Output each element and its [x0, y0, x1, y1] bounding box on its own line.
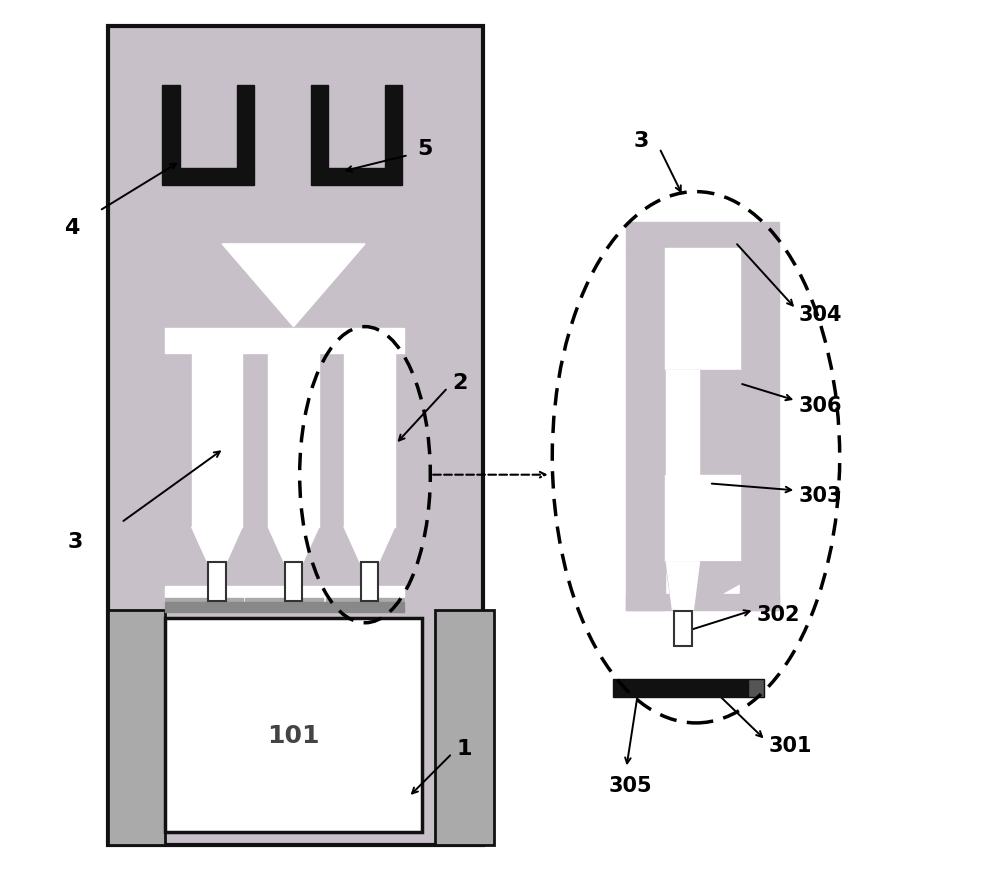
Bar [326, 598, 404, 608]
Bar [666, 370, 699, 475]
Polygon shape [665, 562, 779, 610]
Bar [674, 611, 692, 646]
Bar [162, 85, 180, 167]
Polygon shape [344, 527, 395, 562]
Ellipse shape [557, 196, 835, 719]
Text: 305: 305 [609, 776, 652, 795]
Bar [165, 602, 404, 612]
Bar [165, 328, 404, 353]
Bar [237, 85, 254, 167]
Text: 5: 5 [417, 139, 433, 159]
Bar [268, 353, 319, 527]
Bar [665, 370, 740, 475]
Text: 3: 3 [633, 132, 649, 151]
Bar [311, 85, 328, 167]
Bar [626, 222, 779, 248]
Bar [208, 562, 226, 601]
Text: 301: 301 [768, 737, 812, 756]
Bar [311, 167, 402, 186]
Bar [626, 594, 779, 610]
Bar [192, 353, 242, 527]
Bar [165, 618, 422, 832]
Bar [165, 586, 404, 608]
Polygon shape [666, 562, 699, 610]
Text: 306: 306 [799, 396, 842, 415]
Bar [665, 475, 740, 562]
Bar [108, 26, 483, 845]
Polygon shape [192, 527, 242, 562]
Text: 2: 2 [452, 374, 467, 393]
Text: 1: 1 [456, 739, 472, 759]
Text: 303: 303 [799, 487, 842, 506]
Bar [285, 562, 302, 601]
Bar [245, 598, 323, 608]
Polygon shape [222, 244, 365, 327]
Bar [435, 610, 494, 845]
Text: 101: 101 [267, 724, 320, 748]
Bar [344, 353, 395, 527]
Bar [740, 248, 779, 610]
Text: 3: 3 [67, 532, 83, 551]
Bar [165, 598, 243, 608]
Bar [385, 85, 402, 167]
Text: 302: 302 [757, 605, 800, 625]
Bar [613, 679, 748, 697]
Bar [162, 167, 254, 186]
Polygon shape [268, 527, 319, 562]
Bar [626, 248, 665, 610]
Text: 4: 4 [64, 219, 79, 238]
Bar [361, 562, 378, 601]
Bar [665, 248, 740, 370]
Text: 304: 304 [799, 306, 842, 325]
Bar [748, 679, 764, 697]
Bar [108, 610, 165, 845]
